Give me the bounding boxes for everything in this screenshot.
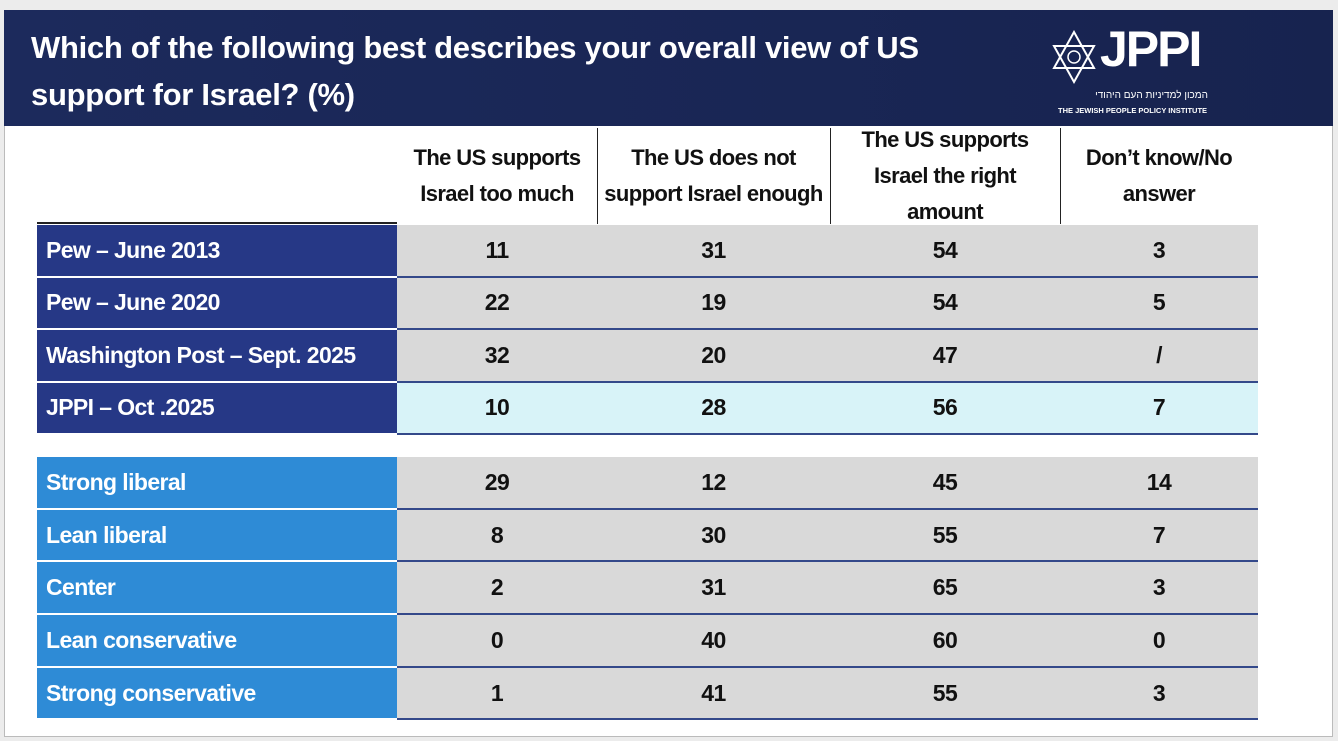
column-header: Don’t know/No answer [1085, 145, 1233, 206]
value-cell: 60 [830, 615, 1060, 668]
value-cell: 41 [597, 667, 830, 721]
value-cell: 11 [397, 225, 597, 278]
logo: JPPI המכון למדיניות העם היהודי THE JEWIS… [1050, 21, 1220, 126]
value-cell: 31 [597, 225, 830, 278]
value-cell: 30 [597, 509, 830, 563]
value-cell: 40 [597, 615, 830, 668]
value-cell: 54 [830, 225, 1060, 278]
value-cell: 5 [1060, 277, 1258, 330]
value-cell: 3 [1060, 225, 1258, 278]
header-rule [37, 222, 397, 224]
value-cell: 14 [1060, 457, 1258, 510]
column-header: The US supports Israel the right amount [861, 127, 1029, 224]
value-cell: 10 [397, 382, 597, 435]
value-cell: 0 [1060, 615, 1258, 668]
value-cell: 22 [397, 277, 597, 330]
column-separator [1060, 128, 1061, 224]
column-header: The US supports Israel too much [413, 145, 581, 206]
value-cell: 19 [597, 277, 830, 330]
value-cell: 47 [830, 330, 1060, 383]
value-cell: 3 [1060, 667, 1258, 721]
row-label: Pew – June 2013 [37, 225, 397, 278]
value-cell: 3 [1060, 562, 1258, 616]
value-cell: 54 [830, 277, 1060, 330]
value-cell: 20 [597, 330, 830, 383]
header: Which of the following best describes yo… [4, 10, 1333, 126]
column-separator [830, 128, 831, 224]
row-label: Washington Post – Sept. 2025 [37, 330, 397, 383]
value-cell: 1 [397, 667, 597, 721]
column-separator [597, 128, 598, 224]
row-label: Center [37, 562, 397, 616]
column-header: The US does not support Israel enough [604, 145, 823, 206]
row-label: Lean conservative [37, 615, 397, 668]
value-cell: 55 [830, 509, 1060, 563]
title: Which of the following best describes yo… [31, 30, 919, 112]
value-cell: 7 [1060, 382, 1258, 435]
value-cell: 65 [830, 562, 1060, 616]
value-cell: 55 [830, 667, 1060, 721]
value-cell: 45 [830, 457, 1060, 510]
logo-icon [1052, 30, 1096, 85]
value-cell: 31 [597, 562, 830, 616]
value-cell: 12 [597, 457, 830, 510]
value-cell: 8 [397, 509, 597, 563]
value-cell: 2 [397, 562, 597, 616]
value-cell: 0 [397, 615, 597, 668]
value-cell: 28 [597, 382, 830, 435]
logo-hebrew: המכון למדיניות העם היהודי [1095, 90, 1208, 101]
value-cell: / [1060, 330, 1258, 383]
value-cell: 56 [830, 382, 1060, 435]
value-cell: 29 [397, 457, 597, 510]
row-label: Strong conservative [37, 667, 397, 721]
row-label: Lean liberal [37, 509, 397, 563]
row-label: JPPI – Oct .2025 [37, 382, 397, 435]
logo-name: JPPI [1100, 21, 1202, 77]
row-label: Strong liberal [37, 457, 397, 510]
value-cell: 32 [397, 330, 597, 383]
value-cell: 7 [1060, 509, 1258, 563]
row-label: Pew – June 2020 [37, 277, 397, 330]
logo-subtitle: THE JEWISH PEOPLE POLICY INSTITUTE [1058, 106, 1208, 115]
